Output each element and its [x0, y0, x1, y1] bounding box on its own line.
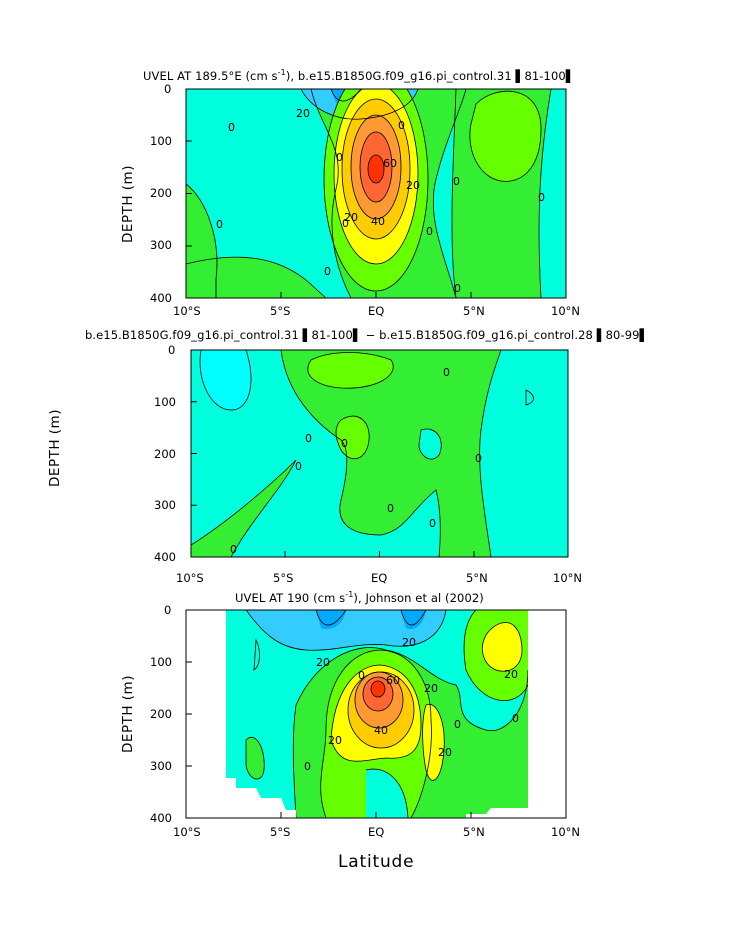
svg-text:0: 0: [538, 191, 545, 204]
panel3-yellow-side: [422, 704, 445, 781]
svg-text:0: 0: [336, 151, 343, 164]
svg-text:0: 0: [398, 119, 405, 132]
svg-text:60: 60: [383, 157, 397, 170]
panel2-cyan-left: [200, 350, 251, 410]
panel1-ytick-200: 200: [150, 186, 172, 200]
panel2-xtick-5s: 5°S: [273, 571, 294, 585]
svg-text:0: 0: [454, 282, 461, 295]
panel3-xtick-10s: 10°S: [173, 825, 201, 839]
panel1-ytick-0: 0: [164, 82, 172, 96]
svg-text:40: 40: [371, 215, 385, 228]
panel1-plot: 20 0 0 0 20 0 20 40 60 0 0 0 0 0 0: [185, 88, 567, 299]
panel2-cyan-right: [419, 429, 442, 460]
panel2-xtick-5n: 5°N: [466, 571, 488, 585]
svg-text:0: 0: [341, 437, 348, 450]
panel3-ytick-100: 100: [150, 655, 172, 669]
panel3-mask-right: [466, 808, 528, 818]
svg-text:0: 0: [228, 121, 235, 134]
x-axis-label: Latitude: [338, 852, 415, 872]
panel3-plot: 20 20 0 20 40 60 20 20 20 0 0 0: [185, 609, 567, 819]
panel2-green-center: [281, 350, 501, 557]
panel1-ytick-300: 300: [150, 238, 172, 252]
panel1-ytick-100: 100: [150, 134, 172, 148]
panel2-xtick-10n: 10°N: [553, 571, 582, 585]
panel1-xtick-5s: 5°S: [270, 304, 291, 318]
panel3-green-left: [246, 737, 265, 780]
svg-text:0: 0: [216, 218, 223, 231]
svg-text:0: 0: [454, 718, 461, 731]
panel3-ticks: [186, 661, 472, 818]
panel3-xtick-5n: 5°N: [463, 825, 485, 839]
panel2-green-left: [191, 460, 296, 557]
svg-text:0: 0: [358, 669, 365, 682]
panel1-jet-red: [368, 155, 384, 183]
panel2-xtick-10s: 10°S: [176, 571, 204, 585]
panel1-ytick-400: 400: [150, 291, 172, 305]
svg-text:20: 20: [402, 636, 416, 649]
panel1-green-bottom: [186, 257, 326, 298]
panel2-plot: 0 0 0 0 0 0 0 0: [190, 349, 569, 558]
svg-text:0: 0: [305, 432, 312, 445]
panel3-aqua-bottom: [366, 769, 408, 818]
svg-text:20: 20: [424, 682, 438, 695]
panel1-xtick-10n: 10°N: [551, 304, 580, 318]
panel1-title: UVEL AT 189.5°E (cm s-1), b.e15.B1850G.f…: [143, 68, 575, 83]
svg-text:20: 20: [328, 734, 342, 747]
svg-text:0: 0: [295, 460, 302, 473]
svg-text:20: 20: [406, 179, 420, 192]
panel3-ytick-400: 400: [150, 811, 172, 825]
svg-text:20: 20: [438, 746, 452, 759]
svg-text:20: 20: [504, 668, 518, 681]
panel3-jet-red: [371, 681, 385, 697]
panel3-xtick-eq: EQ: [368, 825, 385, 839]
svg-text:0: 0: [426, 225, 433, 238]
panel2-xtick-eq: EQ: [371, 571, 388, 585]
panel3-title: UVEL AT 190 (cm s-1), Johnson et al (200…: [235, 590, 484, 605]
svg-text:0: 0: [453, 175, 460, 188]
svg-text:0: 0: [512, 712, 519, 725]
panel2-bright-mid: [336, 416, 370, 459]
panel2-ytick-200: 200: [154, 447, 176, 461]
svg-text:0: 0: [475, 452, 482, 465]
svg-text:0: 0: [230, 543, 237, 556]
panel3-xtick-10n: 10°N: [551, 825, 580, 839]
panel3-yellow-north: [482, 622, 522, 672]
panel1-xtick-eq: EQ: [368, 304, 385, 318]
panel3-blue-top: [316, 610, 426, 630]
panel2-ytick-300: 300: [154, 498, 176, 512]
svg-text:0: 0: [304, 760, 311, 773]
svg-text:20: 20: [316, 656, 330, 669]
panel1-xtick-5n: 5°N: [463, 304, 485, 318]
svg-text:60: 60: [386, 674, 400, 687]
panel3-sky-top: [246, 610, 446, 651]
panel2-title: b.e15.B1850G.f09_g16.pi_control.31 ▌81-1…: [85, 328, 649, 342]
svg-text:20: 20: [344, 211, 358, 224]
panel3-ylabel: DEPTH (m): [120, 675, 136, 753]
svg-text:0: 0: [429, 517, 436, 530]
panel1-xtick-10s: 10°S: [173, 304, 201, 318]
panel2-ytick-100: 100: [154, 395, 176, 409]
svg-text:40: 40: [374, 724, 388, 737]
panel2-ytick-400: 400: [154, 550, 176, 564]
svg-text:0: 0: [342, 217, 349, 230]
panel3-xtick-5s: 5°S: [270, 825, 291, 839]
svg-text:0: 0: [387, 502, 394, 515]
panel3-mask-bottom: [226, 778, 296, 818]
panel1-ticks: [186, 88, 472, 299]
panel2-ytick-0: 0: [168, 343, 176, 357]
panel2-ticks: [191, 401, 475, 557]
panel3-ytick-200: 200: [150, 707, 172, 721]
panel3-ytick-0: 0: [164, 603, 172, 617]
panel1-bright-north: [469, 91, 541, 182]
panel2-bright-top: [307, 352, 394, 389]
svg-text:20: 20: [296, 107, 310, 120]
panel1-ylabel: DEPTH (m): [120, 165, 136, 243]
panel2-ylabel: DEPTH (m): [47, 409, 63, 487]
panel3-ytick-300: 300: [150, 759, 172, 773]
svg-text:0: 0: [443, 366, 450, 379]
svg-text:0: 0: [324, 265, 331, 278]
